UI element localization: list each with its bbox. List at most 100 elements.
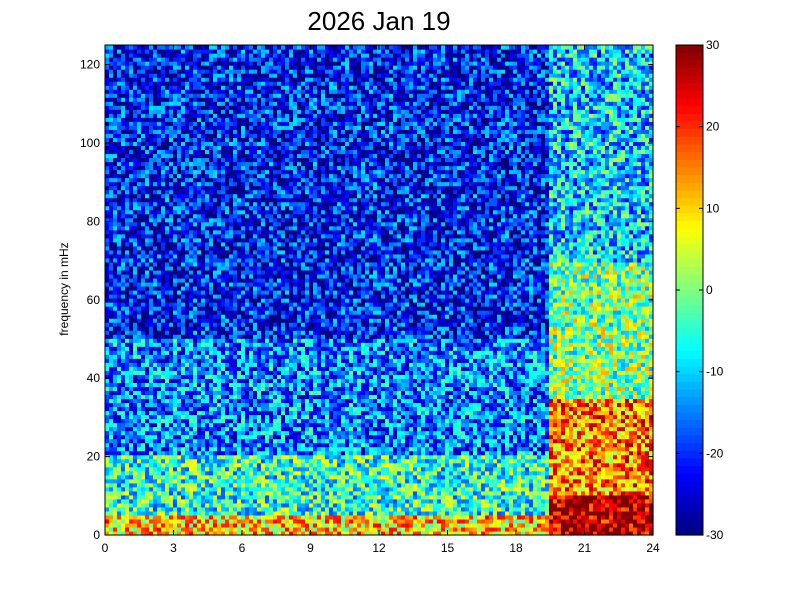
heatmap-cell — [173, 354, 178, 359]
heatmap-cell — [129, 510, 134, 516]
heatmap-cell — [201, 446, 206, 452]
heatmap-cell — [129, 402, 134, 408]
heatmap-cell — [153, 458, 158, 464]
heatmap-cell — [145, 161, 150, 167]
heatmap-cell — [149, 498, 154, 504]
heatmap-cell — [117, 257, 122, 263]
heatmap-cell — [265, 306, 270, 311]
heatmap-cell — [161, 450, 166, 456]
heatmap-cell — [201, 362, 206, 367]
heatmap-cell — [229, 89, 234, 94]
heatmap-cell — [245, 113, 250, 118]
heatmap-cell — [149, 326, 154, 331]
heatmap-cell — [229, 526, 234, 532]
heatmap-cell — [157, 273, 162, 279]
heatmap-cell — [153, 221, 158, 227]
heatmap-cell — [213, 498, 218, 504]
heatmap-cell — [237, 454, 242, 460]
heatmap-cell — [197, 370, 202, 375]
heatmap-cell — [157, 358, 162, 363]
heatmap-cell — [253, 522, 258, 528]
heatmap-cell — [261, 97, 266, 102]
heatmap-cell — [253, 350, 258, 355]
heatmap-cell — [133, 85, 138, 90]
heatmap-cell — [149, 506, 154, 512]
heatmap-cell — [237, 518, 242, 524]
heatmap-cell — [261, 145, 266, 151]
heatmap-cell — [161, 378, 166, 383]
heatmap-cell — [217, 354, 222, 359]
heatmap-cell — [157, 69, 162, 74]
heatmap-cell — [221, 249, 226, 255]
heatmap-cell — [249, 249, 254, 255]
heatmap-cell — [177, 265, 182, 271]
heatmap-cell — [233, 314, 238, 319]
heatmap-cell — [173, 85, 178, 90]
heatmap-cell — [105, 145, 110, 151]
heatmap-cell — [209, 53, 214, 58]
heatmap-cell — [169, 386, 174, 392]
heatmap-cell — [197, 205, 202, 211]
heatmap-cell — [229, 402, 234, 408]
heatmap-cell — [125, 346, 130, 351]
heatmap-cell — [141, 253, 146, 259]
heatmap-cell — [157, 137, 162, 142]
heatmap-cell — [185, 446, 190, 452]
heatmap-cell — [137, 466, 142, 472]
heatmap-cell — [229, 478, 234, 484]
heatmap-cell — [141, 113, 146, 118]
heatmap-cell — [221, 61, 226, 66]
heatmap-cell — [145, 502, 150, 508]
heatmap-cell — [185, 145, 190, 151]
heatmap-cell — [133, 302, 138, 307]
heatmap-cell — [249, 237, 254, 243]
heatmap-cell — [109, 394, 114, 400]
heatmap-cell — [221, 462, 226, 468]
heatmap-cell — [217, 97, 222, 102]
heatmap-cell — [125, 77, 130, 82]
heatmap-cell — [157, 350, 162, 355]
heatmap-cell — [237, 165, 242, 171]
heatmap-cell — [253, 370, 258, 375]
heatmap-cell — [265, 298, 270, 303]
heatmap-cell — [193, 462, 198, 468]
heatmap-cell — [173, 45, 178, 50]
heatmap-cell — [169, 470, 174, 476]
heatmap-cell — [237, 470, 242, 476]
heatmap-cell — [173, 462, 178, 468]
heatmap-cell — [261, 510, 266, 516]
heatmap-cell — [141, 181, 146, 187]
heatmap-cell — [181, 442, 186, 448]
heatmap-cell — [125, 442, 130, 448]
heatmap-cell — [249, 281, 254, 287]
heatmap-cell — [125, 169, 130, 175]
heatmap-cell — [217, 45, 222, 50]
heatmap-cell — [189, 486, 194, 492]
heatmap-cell — [173, 169, 178, 175]
heatmap-cell — [165, 137, 170, 142]
heatmap-cell — [217, 257, 222, 263]
heatmap-cell — [197, 478, 202, 484]
heatmap-cell — [137, 65, 142, 70]
heatmap-cell — [229, 430, 234, 436]
heatmap-cell — [125, 185, 130, 191]
heatmap-cell — [145, 318, 150, 323]
heatmap-cell — [129, 197, 134, 203]
heatmap-cell — [217, 117, 222, 122]
heatmap-cell — [189, 306, 194, 311]
heatmap-cell — [185, 261, 190, 267]
heatmap-cell — [157, 338, 162, 343]
heatmap-cell — [145, 241, 150, 247]
heatmap-cell — [213, 109, 218, 114]
heatmap-cell — [141, 506, 146, 512]
heatmap-cell — [185, 522, 190, 528]
heatmap-cell — [257, 105, 262, 110]
heatmap-cell — [125, 165, 130, 171]
heatmap-cell — [209, 466, 214, 472]
heatmap-cell — [185, 458, 190, 464]
heatmap-cell — [189, 482, 194, 488]
heatmap-cell — [217, 165, 222, 171]
heatmap-cell — [181, 514, 186, 520]
heatmap-cell — [253, 318, 258, 323]
heatmap-cell — [261, 326, 266, 331]
